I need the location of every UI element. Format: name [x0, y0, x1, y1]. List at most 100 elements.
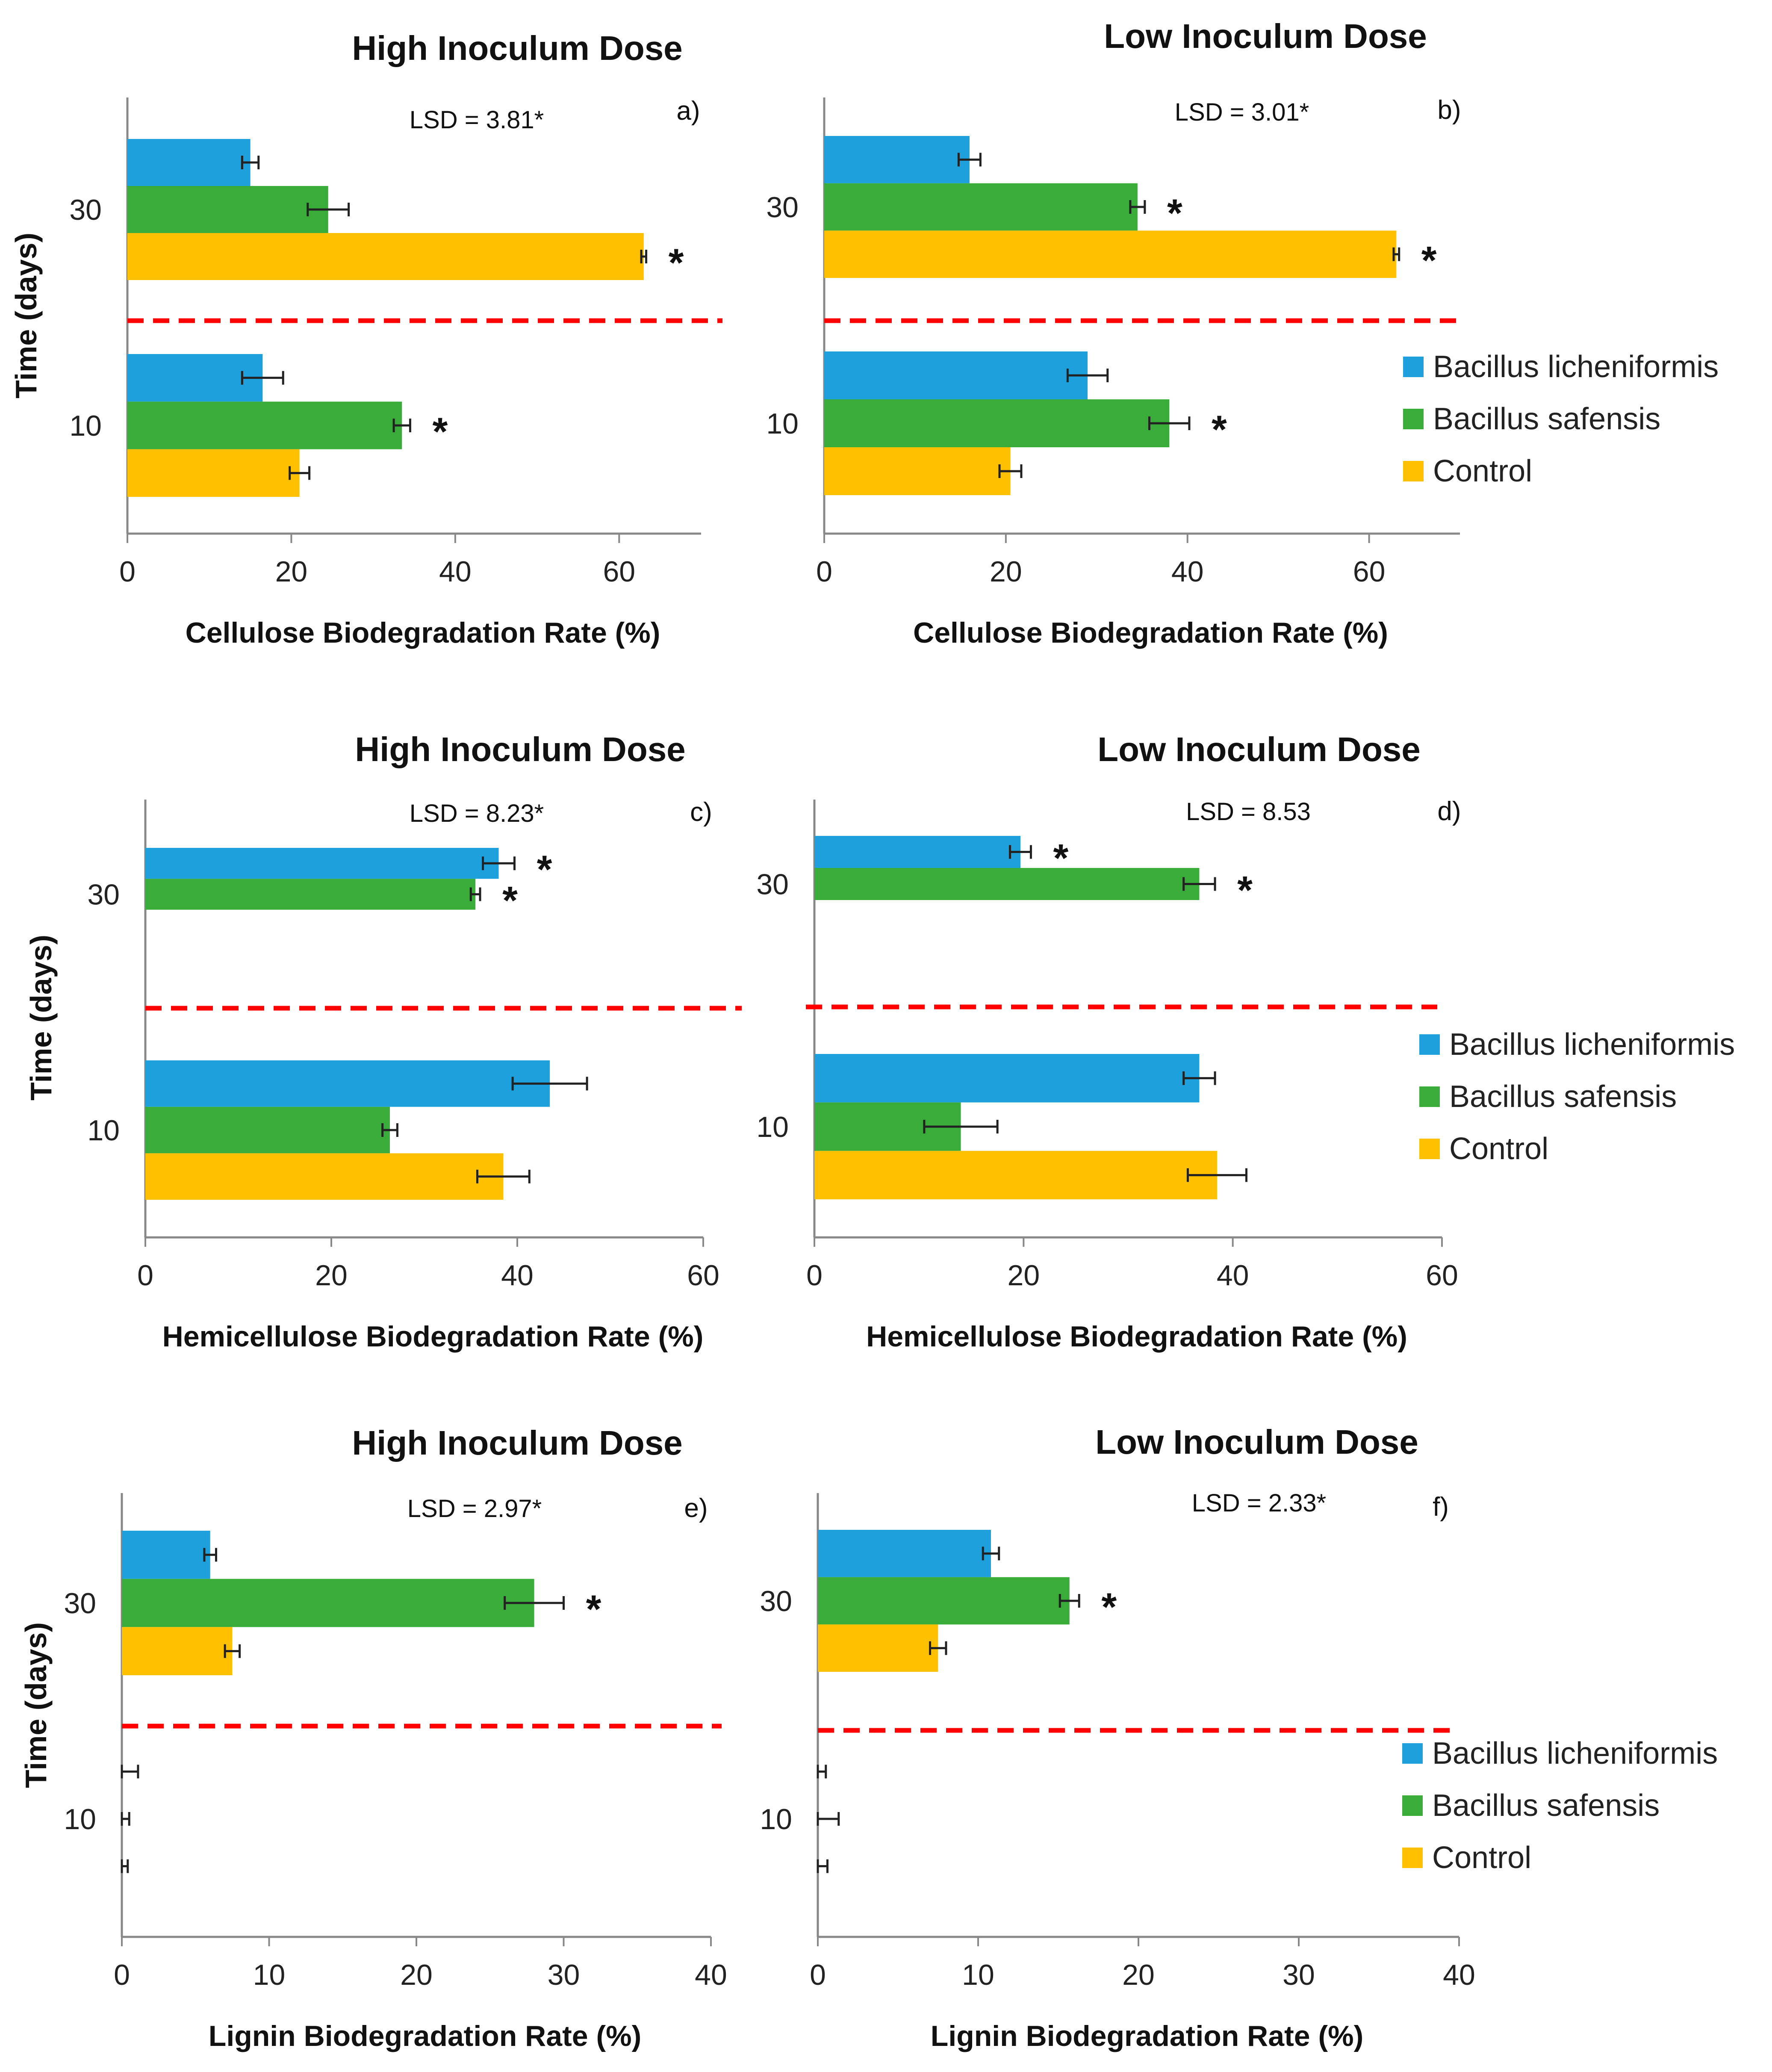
- legend-swatch: [1419, 1086, 1440, 1107]
- legend-label: Bacillus safensis: [1449, 1080, 1677, 1114]
- error-bar-bacillus-licheniformis-day30: [957, 153, 982, 167]
- significance-marker: *: [1237, 869, 1253, 912]
- x-tick-label: 0: [114, 1959, 130, 1991]
- legend-label: Bacillus safensis: [1432, 1789, 1660, 1823]
- error-bar-control-day10: [121, 1859, 129, 1873]
- error-bar-bacillus-licheniformis-day10: [241, 371, 284, 385]
- lsd-label: LSD = 3.01*: [1175, 98, 1309, 126]
- error-bar-bacillus-licheniformis-day10: [817, 1765, 827, 1779]
- x-tick-label: 60: [687, 1259, 719, 1292]
- y-tick-label-10: 10: [87, 1114, 120, 1147]
- error-bar-bacillus-safensis-day10: [1148, 416, 1191, 430]
- x-tick-label: 60: [1426, 1259, 1458, 1292]
- legend-swatch: [1402, 1743, 1423, 1764]
- y-tick-label-30: 30: [87, 879, 120, 911]
- error-bar-control-day10: [817, 1859, 829, 1873]
- x-axis-label: Hemicellulose Biodegradation Rate (%): [162, 1320, 704, 1353]
- bar-control-day10: [127, 449, 300, 497]
- legend-swatch: [1419, 1139, 1440, 1159]
- panel-letter: c): [690, 797, 712, 827]
- x-tick-label: 20: [1008, 1259, 1040, 1292]
- bar-bacillus-safensis-day30: [145, 879, 476, 910]
- x-tick-label: 30: [1283, 1959, 1315, 1991]
- error-bar-control-day10: [998, 464, 1023, 478]
- legend-label: Bacillus licheniformis: [1432, 1736, 1718, 1771]
- x-axis-label: Lignin Biodegradation Rate (%): [209, 2020, 641, 2052]
- error-bar-bacillus-licheniformis-day30: [482, 856, 516, 871]
- y-tick-label-30: 30: [69, 194, 102, 226]
- x-axis-label: Cellulose Biodegradation Rate (%): [913, 617, 1388, 649]
- panel-a: High Inoculum Dose LSD = 3.81* a) 0 20 40 60 Ce…: [9, 29, 722, 649]
- legend: Bacillus licheniformis Bacillus safensis C…: [1403, 350, 1719, 488]
- bar-bacillus-safensis-day10: [145, 1107, 390, 1154]
- significance-marker: *: [537, 848, 552, 891]
- error-bar-bacillus-safensis-day30: [1129, 200, 1146, 214]
- error-bar-bacillus-licheniformis-day10: [1066, 369, 1109, 382]
- x-tick-label: 0: [806, 1259, 823, 1292]
- error-bar-bacillus-licheniformis-day30: [203, 1548, 217, 1562]
- y-axis-label: Time (days): [9, 233, 43, 398]
- error-bar-bacillus-safensis-day30: [307, 203, 350, 216]
- error-bar-bacillus-licheniformis-day10: [1182, 1071, 1216, 1085]
- bar-bacillus-safensis-day30: [814, 868, 1200, 900]
- x-tick-label: 40: [695, 1959, 727, 1991]
- legend: Bacillus licheniformis Bacillus safensis C…: [1419, 1027, 1735, 1166]
- error-bar-bacillus-safensis-day10: [121, 1812, 130, 1826]
- bar-bacillus-safensis-day10: [824, 399, 1170, 447]
- legend-swatch: [1403, 461, 1424, 481]
- legend-label: Bacillus licheniformis: [1433, 350, 1719, 384]
- error-bar-control-day30: [640, 250, 648, 263]
- x-tick-label: 0: [810, 1959, 826, 1991]
- lsd-label: LSD = 3.81*: [410, 106, 544, 134]
- significance-marker: *: [1101, 1585, 1117, 1629]
- x-tick-label: 20: [400, 1959, 433, 1991]
- x-axis-label: Hemicellulose Biodegradation Rate (%): [866, 1320, 1407, 1353]
- panel-letter: a): [676, 96, 700, 126]
- chart-title: Low Inoculum Dose: [1097, 730, 1421, 768]
- bar-bacillus-licheniformis-day30: [818, 1530, 991, 1577]
- bar-bacillus-safensis-day10: [127, 401, 402, 449]
- lsd-label: LSD = 8.53: [1186, 798, 1311, 826]
- x-axis-label: Cellulose Biodegradation Rate (%): [186, 617, 660, 649]
- bar-bacillus-licheniformis-day10: [814, 1054, 1200, 1103]
- y-tick-label-10: 10: [766, 407, 799, 440]
- error-bar-bacillus-safensis-day30: [1182, 877, 1216, 891]
- error-bar-bacillus-safensis-day10: [817, 1812, 840, 1826]
- x-tick-label: 0: [816, 555, 832, 588]
- error-bar-control-day10: [476, 1169, 531, 1184]
- y-tick-label-30: 30: [766, 191, 799, 224]
- bar-bacillus-safensis-day30: [818, 1577, 1070, 1625]
- bar-control-day10: [145, 1153, 504, 1200]
- panel-b: Low Inoculum Dose LSD = 3.01* b) 0 20 40 60 Cel…: [766, 17, 1719, 649]
- x-tick-label: 60: [1353, 555, 1386, 588]
- chart-title: High Inoculum Dose: [355, 730, 685, 768]
- bar-control-day30: [824, 230, 1397, 278]
- significance-marker: *: [669, 241, 684, 285]
- lsd-label: LSD = 8.23*: [410, 800, 544, 827]
- legend-label: Control: [1432, 1841, 1531, 1875]
- significance-marker: *: [1167, 192, 1182, 235]
- x-tick-label: 0: [137, 1259, 153, 1292]
- bar-bacillus-licheniformis-day10: [127, 354, 263, 402]
- bar-bacillus-licheniformis-day10: [145, 1060, 550, 1107]
- chart-title: High Inoculum Dose: [352, 1424, 682, 1462]
- panel-letter: e): [684, 1493, 708, 1523]
- x-axis-label: Lignin Biodegradation Rate (%): [931, 2020, 1363, 2052]
- y-tick-label-30: 30: [760, 1585, 792, 1617]
- legend-swatch: [1403, 409, 1424, 429]
- y-tick-label-30: 30: [64, 1587, 96, 1620]
- x-tick-label: 40: [501, 1259, 534, 1292]
- bar-bacillus-licheniformis-day30: [122, 1531, 210, 1579]
- x-tick-label: 20: [315, 1259, 348, 1292]
- lsd-label: LSD = 2.97*: [407, 1495, 542, 1523]
- error-bar-bacillus-safensis-day30: [1058, 1594, 1080, 1608]
- error-bar-bacillus-safensis-day10: [923, 1120, 999, 1133]
- significance-marker: *: [433, 410, 448, 454]
- bar-bacillus-licheniformis-day30: [814, 836, 1020, 868]
- error-bar-bacillus-licheniformis-day30: [1009, 845, 1032, 859]
- legend-swatch: [1419, 1034, 1440, 1055]
- y-axis-label: Time (days): [19, 1622, 53, 1788]
- x-tick-label: 40: [439, 555, 472, 588]
- bar-control-day10: [824, 447, 1011, 495]
